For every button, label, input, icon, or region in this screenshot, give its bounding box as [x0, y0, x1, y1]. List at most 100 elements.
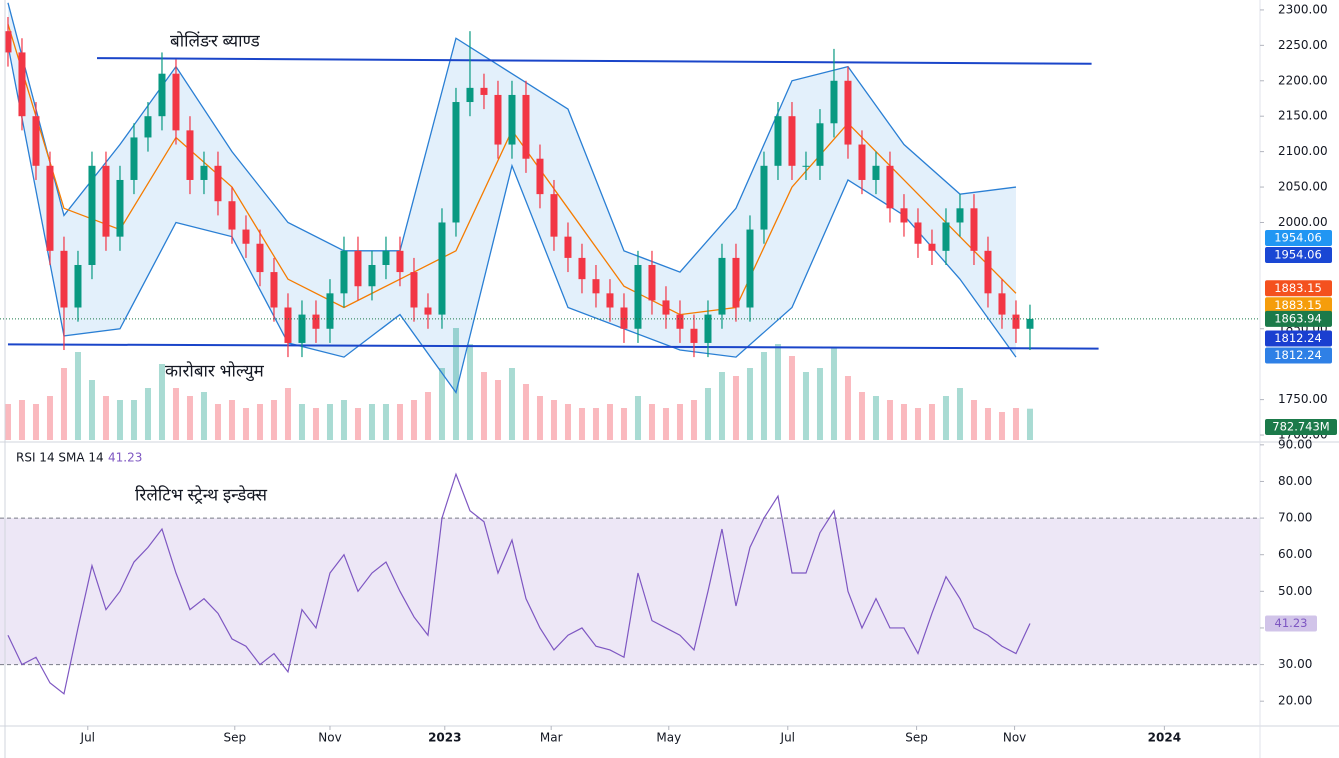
candle-body	[564, 236, 572, 258]
volume-bar	[522, 384, 529, 440]
candle-body	[1026, 318, 1034, 329]
rsi-badge	[1265, 615, 1317, 632]
volume-bar	[158, 364, 165, 440]
volume-bar	[956, 388, 963, 440]
volume-bar	[410, 400, 417, 440]
volume-bar	[452, 328, 459, 440]
volume-bar	[704, 388, 711, 440]
volume-bar	[830, 348, 837, 440]
volume-bar	[466, 344, 473, 440]
volume-bar	[536, 396, 543, 440]
candle-body	[886, 165, 894, 209]
candle-body	[228, 201, 236, 230]
volume-bar	[620, 408, 627, 440]
candle-body	[830, 80, 838, 124]
candle-body	[550, 194, 558, 237]
volume-bar	[746, 368, 753, 440]
candle-body	[18, 52, 26, 117]
volume-bar	[256, 404, 263, 440]
price-badge	[1265, 280, 1332, 297]
candle-body	[620, 307, 628, 329]
candle-body	[326, 293, 334, 329]
candle-body	[592, 279, 600, 294]
price-badge-label: 1863.94	[1274, 311, 1322, 325]
volume-bar	[634, 396, 641, 440]
y-tick-label: 20.00	[1278, 694, 1312, 708]
candle-body	[774, 116, 782, 166]
candle-body	[424, 307, 432, 315]
volume-bar	[214, 404, 221, 440]
candle-body	[900, 208, 908, 223]
volume-bar	[46, 396, 53, 440]
volume-bar	[18, 400, 25, 440]
volume-bar	[102, 396, 109, 440]
volume-bar	[872, 396, 879, 440]
candle-body	[634, 264, 642, 329]
volume-bar	[242, 408, 249, 440]
candle-body	[956, 208, 964, 223]
price-badge-label: 1883.15	[1274, 281, 1322, 295]
band-fill	[7, 2, 1016, 393]
candle-body	[844, 80, 852, 145]
y-tick-label: 60.00	[1278, 547, 1312, 561]
candle-body	[998, 293, 1006, 315]
volume-bar	[354, 408, 361, 440]
candle-body	[284, 307, 292, 343]
candle-body	[186, 130, 194, 180]
volume-bar	[900, 404, 907, 440]
volume-bar	[886, 400, 893, 440]
candle-body	[214, 165, 222, 202]
candle-body	[410, 272, 418, 308]
band-lower	[7, 45, 1017, 395]
candle-body	[480, 87, 488, 95]
x-tick-label: 2023	[428, 731, 461, 745]
y-tick-label: 2250.00	[1278, 38, 1328, 52]
price-badge	[1265, 330, 1332, 347]
volume-bar	[326, 404, 333, 440]
candle-body	[88, 165, 96, 265]
candle-body	[648, 264, 656, 301]
annotation: बोलिंङर ब्याण्ड	[170, 30, 261, 50]
volume-bar	[298, 404, 305, 440]
candle-body	[242, 229, 250, 244]
price-badge-label: 1812.24	[1274, 331, 1322, 345]
volume-bar	[228, 400, 235, 440]
candle-body	[788, 116, 796, 166]
candle-body	[60, 250, 68, 308]
y-tick-label: 2200.00	[1278, 73, 1328, 87]
y-tick-label: 2300.00	[1278, 2, 1328, 16]
candle-body	[746, 229, 754, 308]
price-badge-label: 1954.06	[1274, 248, 1322, 262]
volume-bar	[88, 380, 95, 440]
volume-bar	[564, 404, 571, 440]
candle-body	[298, 314, 306, 343]
candle-body	[312, 314, 320, 329]
rsi-band-fill	[0, 518, 1260, 665]
volume-bar	[984, 408, 991, 440]
candle-body	[354, 250, 362, 287]
volume-bar	[270, 400, 277, 440]
candle-body	[130, 137, 138, 180]
rsi-title: RSI 14 SMA 14	[16, 451, 104, 465]
volume-bar	[592, 408, 599, 440]
price-badge	[1265, 247, 1332, 264]
volume-bar	[382, 404, 389, 440]
x-tick-label: May	[656, 731, 681, 745]
candle-body	[690, 328, 698, 343]
y-tick-label: 2100.00	[1278, 144, 1328, 158]
candle-body	[606, 293, 614, 308]
volume-bar	[928, 404, 935, 440]
volume-bar	[508, 368, 515, 440]
volume-bar	[186, 396, 193, 440]
volume-bar	[340, 400, 347, 440]
volume-bar	[970, 400, 977, 440]
rsi-value: 41.23	[108, 451, 142, 465]
candle-body	[144, 116, 152, 138]
candle-body	[368, 264, 376, 287]
volume-bar	[1026, 408, 1033, 440]
candle-body	[802, 165, 810, 167]
volume-bar	[942, 396, 949, 440]
volume-bar	[578, 408, 585, 440]
volume-bar	[480, 372, 487, 440]
x-tick-label: Nov	[1003, 731, 1026, 745]
